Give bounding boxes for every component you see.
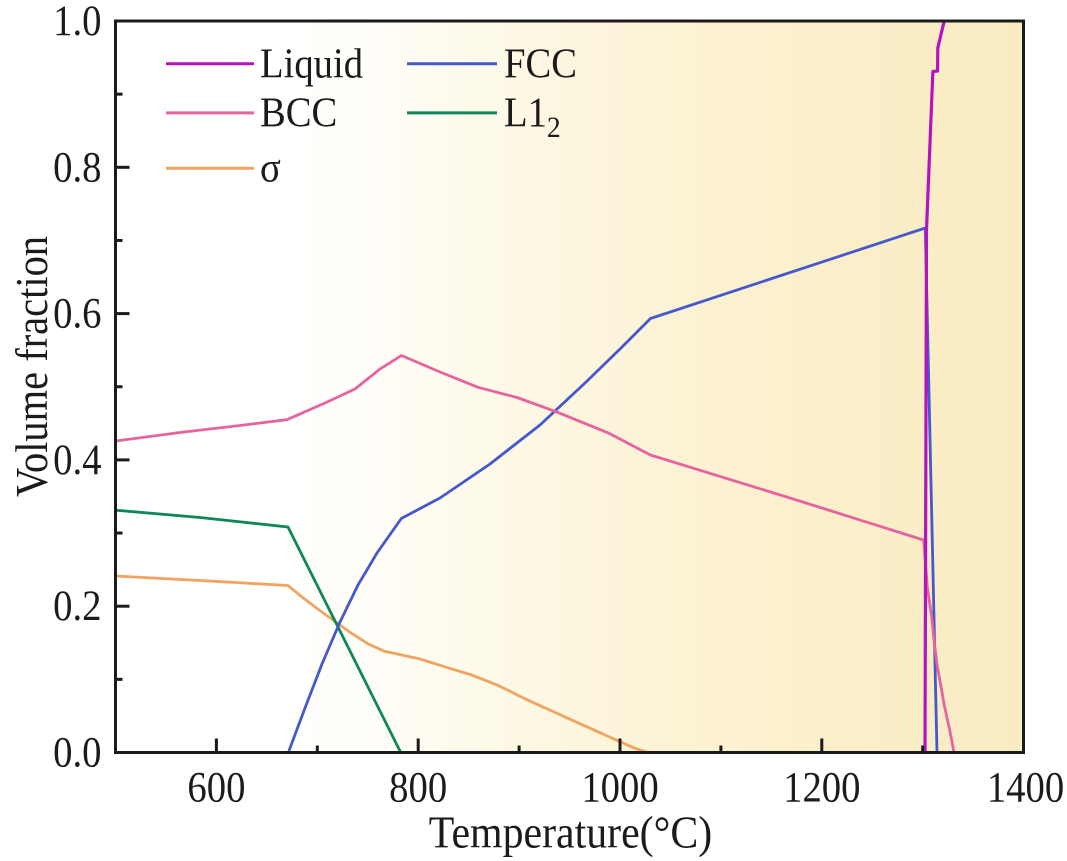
svg-text:σ: σ [260,144,281,191]
svg-text:0.2: 0.2 [53,582,101,629]
svg-text:800: 800 [389,764,447,811]
svg-text:1.0: 1.0 [53,0,101,44]
svg-text:1000: 1000 [581,764,658,811]
svg-text:Liquid: Liquid [260,40,363,87]
svg-text:Temperature(°C): Temperature(°C) [429,807,712,858]
svg-text:0.0: 0.0 [53,729,101,776]
svg-text:0.8: 0.8 [53,143,101,190]
svg-text:BCC: BCC [260,89,337,136]
svg-text:FCC: FCC [504,40,577,87]
svg-text:Volume fraction: Volume fraction [7,236,58,497]
svg-text:600: 600 [187,764,245,811]
svg-text:0.4: 0.4 [53,436,101,483]
svg-text:1400: 1400 [987,764,1064,811]
svg-text:0.6: 0.6 [53,290,101,337]
svg-text:1200: 1200 [783,764,860,811]
